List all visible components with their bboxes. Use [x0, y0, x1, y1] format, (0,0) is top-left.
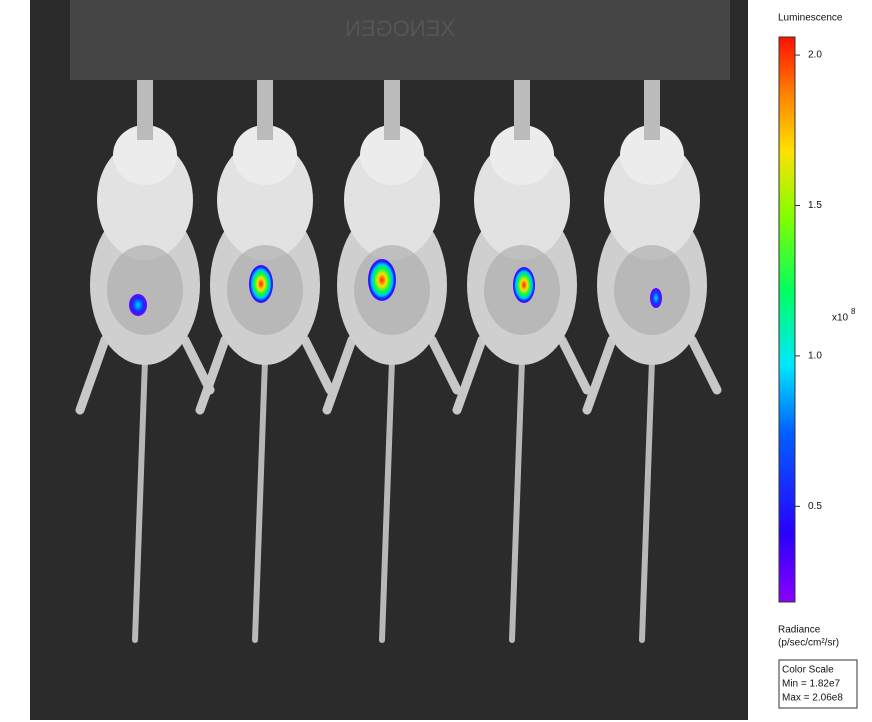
color-scale-min: Min = 1.82e7	[782, 679, 841, 690]
tick-label: 1.5	[808, 200, 822, 211]
colorbar-title: Luminescence	[778, 13, 843, 24]
tick-label: 0.5	[808, 501, 822, 512]
color-scale-title: Color Scale	[782, 665, 834, 676]
signal	[368, 259, 396, 301]
color-scale-box	[778, 659, 858, 709]
signal	[650, 288, 662, 308]
plate-label: XENOGEN	[345, 16, 455, 41]
colorbar	[778, 36, 796, 603]
holder-plate	[70, 0, 730, 80]
signal	[249, 265, 273, 303]
signal	[129, 294, 147, 316]
units: (p/sec/cm²/sr)	[778, 638, 839, 649]
tick-label: 2.0	[808, 50, 822, 61]
colorbar-multiplier: x10	[832, 313, 849, 324]
color-scale-max: Max = 2.06e8	[782, 693, 843, 704]
colorbar-exponent: 8	[851, 307, 856, 316]
signal	[513, 267, 535, 303]
units-title: Radiance	[778, 625, 821, 636]
tick-label: 1.0	[808, 351, 822, 362]
